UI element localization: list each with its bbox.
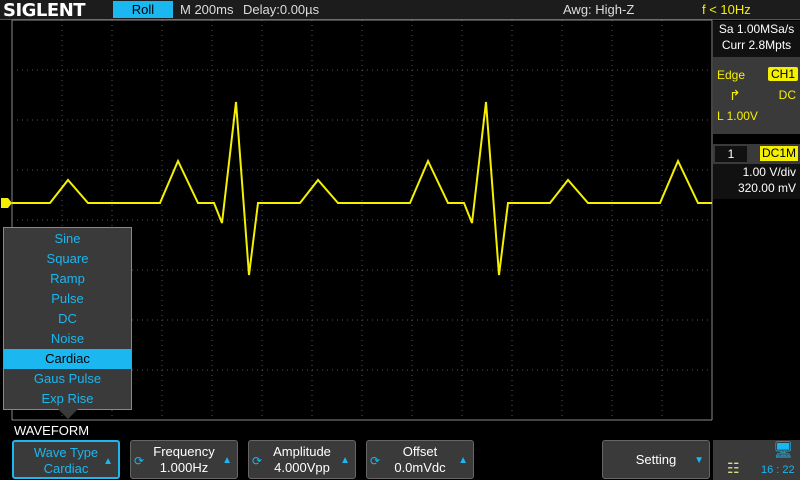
knob-icon: ⟳: [134, 454, 145, 468]
channel-number: 1: [715, 146, 747, 162]
ch1-marker: [1, 198, 12, 208]
menu-item-exp-rise[interactable]: Exp Rise: [41, 391, 94, 406]
sample-rate: Sa 1.00MSa/s: [718, 22, 795, 36]
channel-offset: 320.00 mV: [737, 181, 796, 195]
menu-item-dc[interactable]: DC: [58, 311, 77, 326]
trigger-source: CH1: [767, 67, 798, 81]
menu-item-ramp[interactable]: Ramp: [50, 271, 85, 286]
menu-item-cardiac[interactable]: Cardiac: [4, 349, 131, 369]
network-disconnected-icon[interactable]: ☷: [727, 460, 740, 476]
amplitude-softkey[interactable]: ⟳ Amplitude 4.000Vpp ▲: [248, 440, 356, 479]
softkey-value: 0.0mVdc: [394, 460, 446, 475]
siglent-logo: SIGLENT: [3, 0, 86, 21]
frequency-counter: f < 10Hz: [702, 2, 751, 17]
graticule: [11, 19, 713, 421]
softkey-label: Setting: [635, 452, 677, 467]
trigger-type: Edge: [717, 68, 746, 82]
trigger-delay[interactable]: Delay:0.00µs: [243, 2, 320, 17]
down-arrow-icon: ▼: [694, 455, 704, 466]
softkey-value: 4.000Vpp: [274, 460, 330, 475]
softkey-value: Cardiac: [43, 461, 89, 476]
status-area: 🖥 ☷ 16 : 22: [713, 440, 800, 480]
roll-mode-badge[interactable]: Roll: [113, 1, 173, 18]
channel-coupling: DC1M: [759, 146, 798, 161]
awg-load: Awg: High-Z: [563, 2, 635, 17]
display-icon[interactable]: 🖥: [773, 442, 794, 459]
menu-item-pulse[interactable]: Pulse: [51, 291, 84, 306]
up-arrow-icon: ▲: [103, 456, 113, 467]
softkey-label: Wave Type: [33, 445, 99, 460]
offset-softkey[interactable]: ⟳ Offset 0.0mVdc ▲: [366, 440, 474, 479]
menu-title: WAVEFORM: [14, 423, 90, 438]
rising-edge-icon: ↱: [729, 87, 741, 103]
up-arrow-icon: ▲: [340, 455, 350, 466]
menu-item-noise[interactable]: Noise: [50, 331, 85, 346]
knob-icon: ⟳: [252, 454, 263, 468]
menu-pointer: [58, 409, 78, 419]
trigger-panel[interactable]: Edge CH1 ↱ DC L 1.00V: [713, 57, 800, 134]
softkey-value: 1.000Hz: [159, 460, 209, 475]
menu-item-sine[interactable]: Sine: [54, 231, 81, 246]
volts-per-div: 1.00 V/div: [742, 165, 796, 179]
softkey-label: Amplitude: [273, 444, 331, 459]
softkey-label: Frequency: [153, 444, 215, 459]
setting-softkey[interactable]: Setting ▼: [602, 440, 710, 479]
wave-type-softkey[interactable]: Wave Type Cardiac ▲: [12, 440, 120, 479]
menu-item-square[interactable]: Square: [46, 251, 89, 266]
ch1-trace: [12, 101, 712, 276]
softkey-label: Offset: [402, 444, 438, 459]
top-bar: SIGLENT Roll M 200ms Delay:0.00µs Awg: H…: [0, 0, 800, 21]
memory-depth: Curr 2.8Mpts: [721, 38, 792, 52]
wave-type-menu[interactable]: Sine Square Ramp Pulse DC Noise Cardiac Gaus Pu…: [3, 227, 132, 410]
trigger-level: L 1.00V: [717, 109, 758, 123]
clock: 16 : 22: [761, 464, 795, 476]
up-arrow-icon: ▲: [222, 455, 232, 466]
ch1-panel[interactable]: 1 DC1M 1.00 V/div 320.00 mV: [713, 144, 800, 199]
up-arrow-icon: ▲: [458, 455, 468, 466]
trigger-coupling: DC: [778, 88, 796, 102]
knob-icon: ⟳: [370, 454, 381, 468]
menu-item-gaus-pulse[interactable]: Gaus Pulse: [33, 371, 102, 386]
frequency-softkey[interactable]: ⟳ Frequency 1.000Hz ▲: [130, 440, 238, 479]
timebase[interactable]: M 200ms: [180, 2, 234, 17]
